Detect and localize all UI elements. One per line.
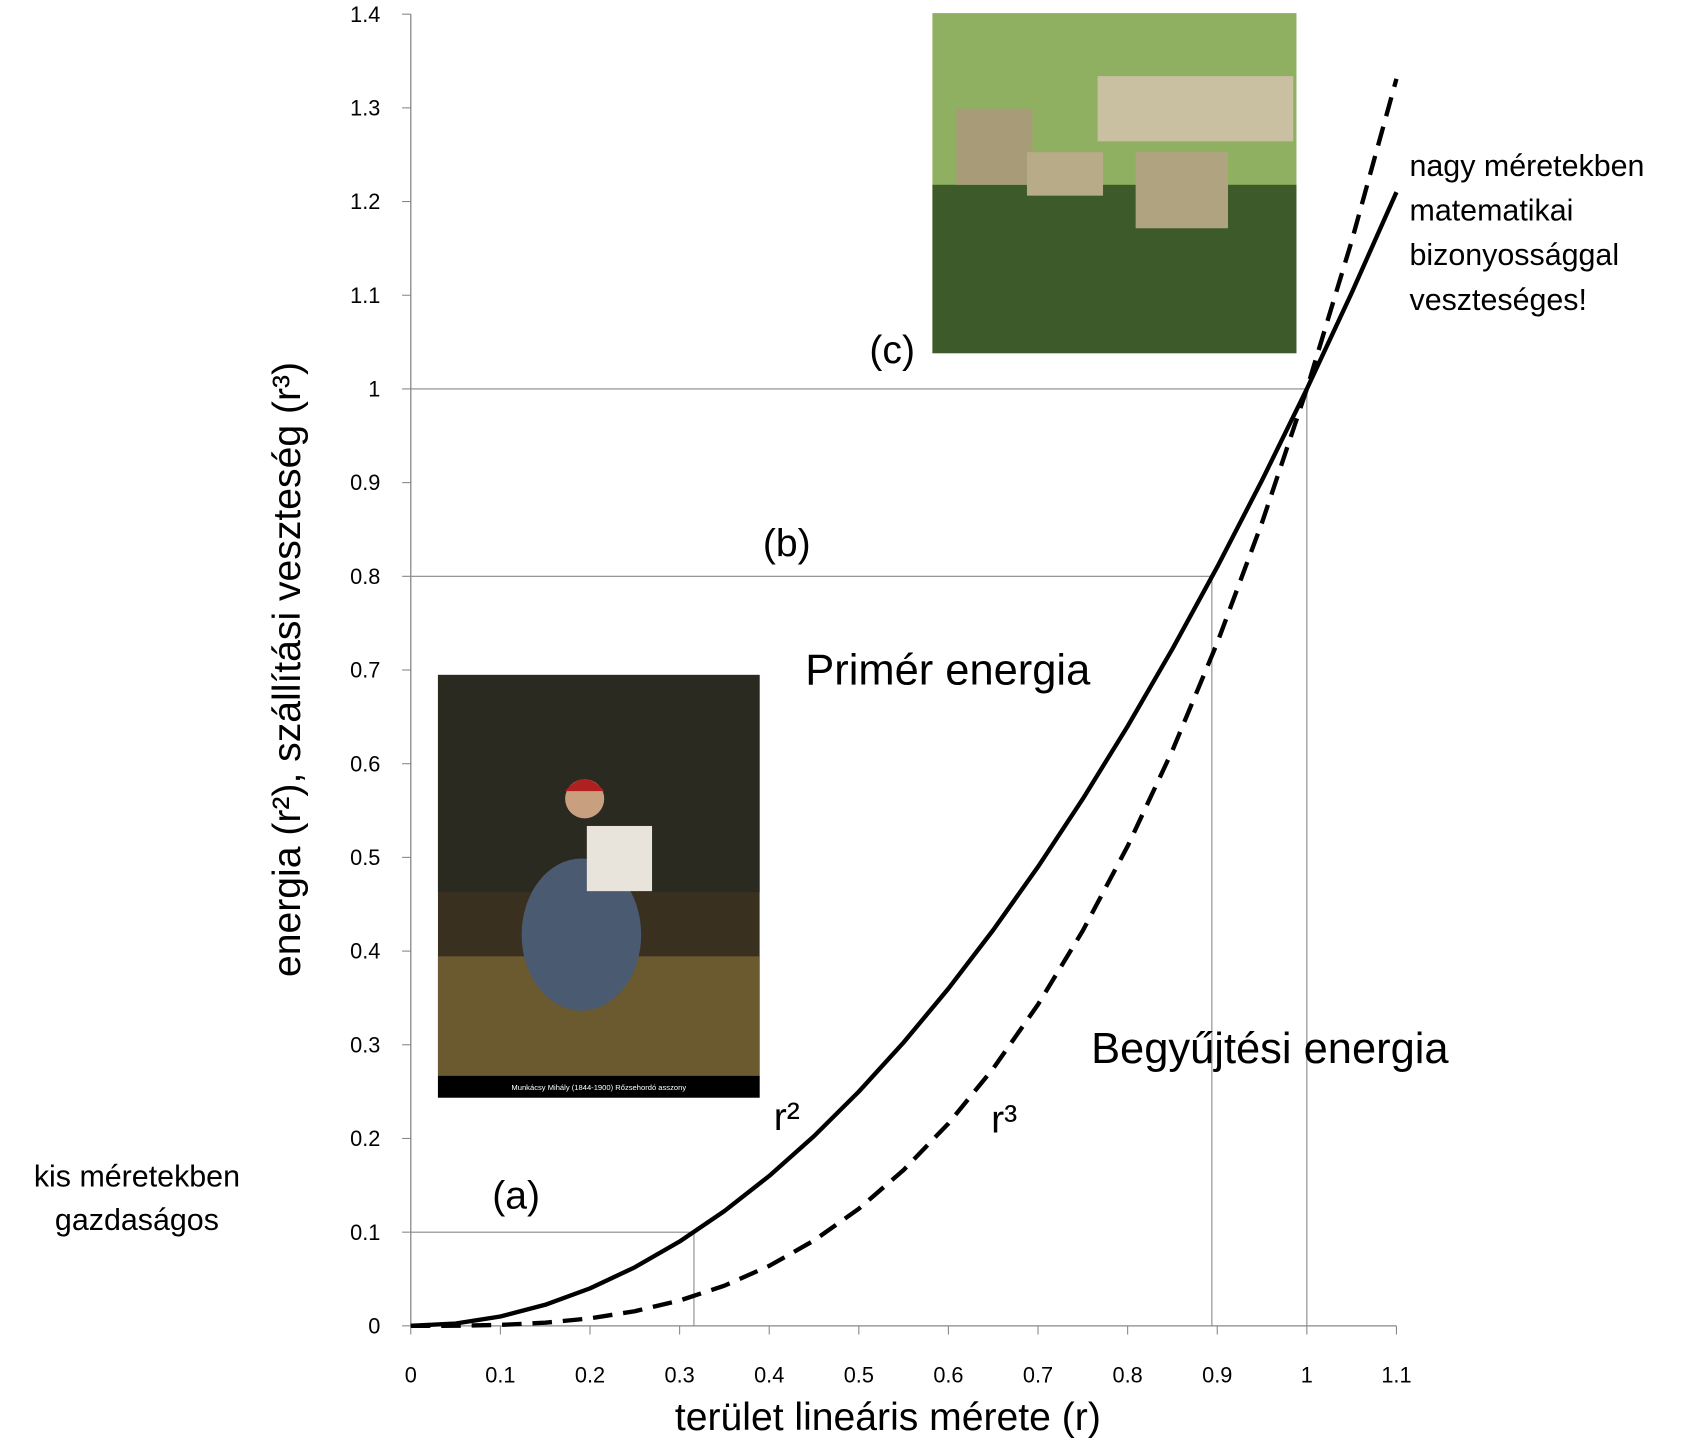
y-tick-label: 0.5: [350, 845, 380, 870]
y-tick-label: 1.3: [350, 95, 380, 120]
annotation: (c): [869, 329, 915, 372]
y-tick-label: 1.4: [350, 2, 380, 27]
painting: Munkácsy Mihály (1844-1900) Rőzsehordó a…: [438, 675, 760, 1098]
series-label: r³: [991, 1098, 1017, 1141]
x-tick-label: 0.5: [844, 1362, 874, 1387]
x-tick-label: 0.4: [754, 1362, 784, 1387]
x-tick-label: 0.9: [1202, 1362, 1232, 1387]
chart: Munkácsy Mihály (1844-1900) Rőzsehordó a…: [0, 0, 1704, 1440]
annotation: matematikai: [1409, 194, 1573, 228]
y-tick-label: 0.4: [350, 939, 380, 964]
y-tick-label: 1: [368, 377, 380, 402]
x-tick-label: 0: [405, 1362, 417, 1387]
y-tick-label: 0: [368, 1313, 380, 1338]
annotation: gazdaságos: [55, 1203, 219, 1237]
x-tick-label: 0.3: [665, 1362, 695, 1387]
x-tick-label: 0.1: [485, 1362, 515, 1387]
x-tick-label: 0.8: [1113, 1362, 1143, 1387]
annotation: (b): [763, 522, 811, 565]
x-tick-label: 1.1: [1381, 1362, 1411, 1387]
y-tick-label: 0.3: [350, 1032, 380, 1057]
annotation: Primér energia: [805, 647, 1091, 695]
x-tick-label: 1: [1301, 1362, 1313, 1387]
y-tick-label: 0.1: [350, 1220, 380, 1245]
annotation: (a): [492, 1174, 540, 1217]
y-tick-label: 0.2: [350, 1126, 380, 1151]
y-tick-label: 0.8: [350, 564, 380, 589]
annotation: bizonyossággal: [1409, 238, 1619, 272]
y-tick-label: 0.9: [350, 470, 380, 495]
y-tick-label: 0.6: [350, 751, 380, 776]
annotation: veszteséges!: [1409, 283, 1586, 317]
x-tick-label: 0.7: [1023, 1362, 1053, 1387]
annotation: kis méretekben: [34, 1160, 240, 1194]
image-caption: Munkácsy Mihály (1844-1900) Rőzsehordó a…: [511, 1083, 686, 1092]
plant-image: [932, 13, 1296, 353]
series-label: r²: [774, 1096, 800, 1139]
y-tick-label: 0.7: [350, 658, 380, 683]
y-tick-label: 1.2: [350, 189, 380, 214]
y-tick-label: 1.1: [350, 283, 380, 308]
x-tick-label: 0.6: [933, 1362, 963, 1387]
annotation: Begyűjtési energia: [1091, 1025, 1449, 1073]
x-tick-label: 0.2: [575, 1362, 605, 1387]
annotation: nagy méretekben: [1409, 149, 1644, 183]
x-axis-title: terület lineáris mérete (r): [675, 1396, 1101, 1439]
y-axis-title: energia (r²), szállítási veszteség (r³): [266, 362, 309, 977]
